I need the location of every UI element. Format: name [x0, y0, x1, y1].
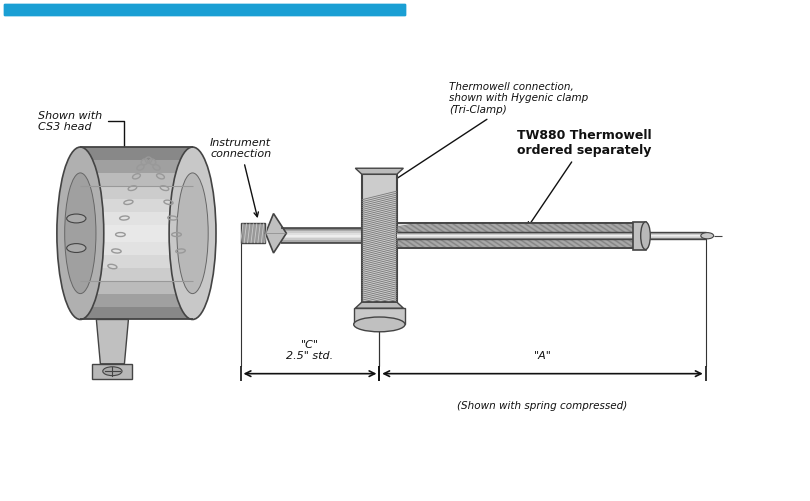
Ellipse shape — [701, 232, 714, 239]
Polygon shape — [633, 222, 646, 249]
Ellipse shape — [354, 317, 405, 332]
Polygon shape — [397, 235, 706, 236]
Polygon shape — [241, 223, 265, 243]
Ellipse shape — [57, 147, 104, 320]
Polygon shape — [281, 229, 377, 242]
Text: Thermowell connection,
shown with Hygenic clamp
(Tri-Clamp): Thermowell connection, shown with Hygeni… — [385, 82, 588, 186]
Bar — [4, 4, 405, 15]
Polygon shape — [96, 320, 129, 364]
Polygon shape — [356, 302, 403, 308]
Polygon shape — [362, 174, 397, 302]
Ellipse shape — [169, 147, 216, 320]
Polygon shape — [92, 364, 132, 379]
Bar — [4, 4, 405, 15]
Polygon shape — [80, 224, 193, 242]
Polygon shape — [80, 186, 193, 281]
Polygon shape — [80, 160, 193, 307]
Ellipse shape — [66, 214, 86, 223]
Text: Shown with
CS3 head: Shown with CS3 head — [38, 111, 126, 184]
Polygon shape — [397, 233, 706, 238]
Polygon shape — [80, 199, 193, 268]
Polygon shape — [397, 233, 706, 238]
Polygon shape — [80, 212, 193, 255]
Polygon shape — [281, 231, 377, 240]
Ellipse shape — [103, 367, 122, 376]
Ellipse shape — [177, 173, 208, 294]
Text: Instrument
connection: Instrument connection — [210, 138, 271, 217]
Ellipse shape — [641, 222, 650, 249]
Text: "C"
2.5" std.: "C" 2.5" std. — [287, 340, 334, 361]
Text: (Shown with spring compressed): (Shown with spring compressed) — [458, 401, 628, 411]
Polygon shape — [397, 232, 706, 239]
Polygon shape — [397, 223, 637, 248]
Polygon shape — [362, 174, 397, 302]
Text: "A": "A" — [534, 351, 552, 361]
Polygon shape — [281, 233, 377, 238]
Polygon shape — [397, 234, 706, 237]
Polygon shape — [281, 234, 377, 237]
Text: TW880 Thermowell
ordered separately: TW880 Thermowell ordered separately — [518, 129, 652, 227]
Polygon shape — [80, 147, 193, 320]
Polygon shape — [266, 213, 287, 253]
Polygon shape — [356, 168, 403, 174]
Polygon shape — [281, 228, 377, 243]
Ellipse shape — [65, 173, 96, 294]
Polygon shape — [354, 308, 405, 325]
Ellipse shape — [66, 243, 86, 253]
Polygon shape — [80, 173, 193, 294]
